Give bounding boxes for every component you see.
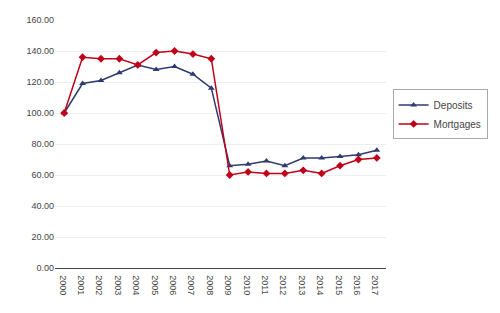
- svg-text:2008: 2008: [205, 275, 215, 295]
- svg-text:2017: 2017: [370, 275, 380, 295]
- svg-text:2016: 2016: [352, 275, 362, 295]
- svg-text:20.00: 20.00: [31, 232, 54, 242]
- svg-text:0.00: 0.00: [36, 263, 54, 273]
- svg-text:2010: 2010: [242, 275, 252, 295]
- svg-text:80.00: 80.00: [31, 139, 54, 149]
- svg-text:2012: 2012: [278, 275, 288, 295]
- svg-text:100.00: 100.00: [26, 108, 54, 118]
- svg-text:2015: 2015: [334, 275, 344, 295]
- svg-text:2009: 2009: [223, 275, 233, 295]
- svg-text:40.00: 40.00: [31, 201, 54, 211]
- svg-text:120.00: 120.00: [26, 77, 54, 87]
- svg-text:60.00: 60.00: [31, 170, 54, 180]
- svg-text:Mortgages: Mortgages: [434, 119, 481, 130]
- svg-text:2007: 2007: [186, 275, 196, 295]
- svg-text:2011: 2011: [260, 275, 270, 294]
- svg-text:2001: 2001: [76, 275, 86, 295]
- svg-text:2000: 2000: [58, 275, 68, 295]
- svg-text:2013: 2013: [297, 275, 307, 295]
- svg-text:2004: 2004: [131, 275, 141, 295]
- svg-text:2014: 2014: [315, 275, 325, 295]
- svg-text:Deposits: Deposits: [434, 100, 473, 111]
- svg-text:140.00: 140.00: [26, 46, 54, 56]
- svg-text:160.00: 160.00: [26, 15, 54, 25]
- svg-text:2005: 2005: [150, 275, 160, 295]
- svg-text:2003: 2003: [113, 275, 123, 295]
- svg-text:2002: 2002: [94, 275, 104, 295]
- svg-text:2006: 2006: [168, 275, 178, 295]
